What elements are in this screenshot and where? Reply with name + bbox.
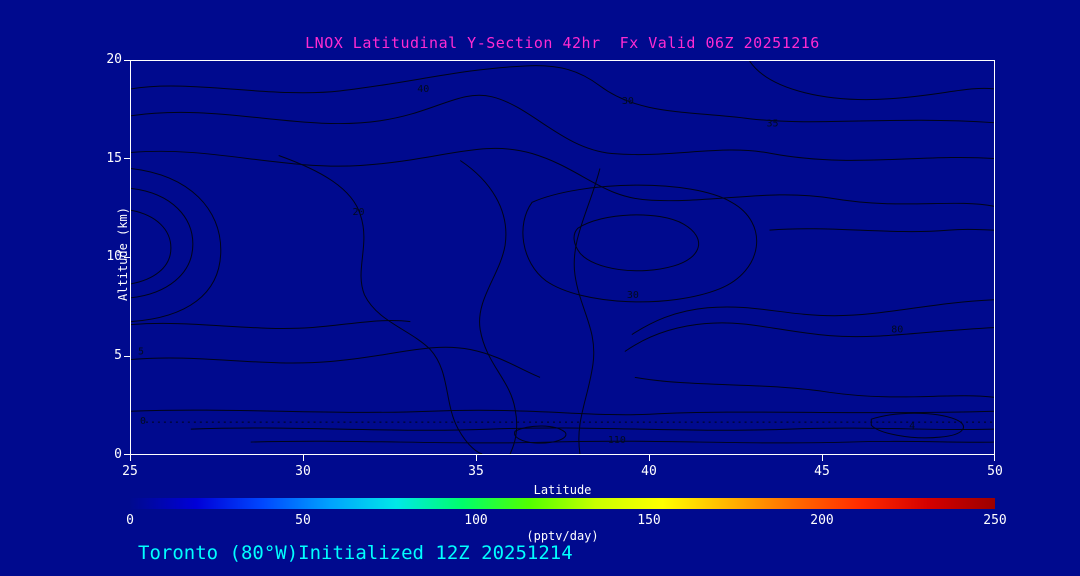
y-tick-label: 0 <box>114 447 122 462</box>
contour-field: 40 30 35 20 30 80 110 4 5 0 <box>131 61 994 454</box>
y-tick-mark <box>124 257 130 258</box>
y-tick-mark <box>124 356 130 357</box>
contour-line <box>190 427 994 431</box>
contour-line <box>769 228 994 233</box>
y-tick-label: 10 <box>106 249 122 264</box>
contour-label: 20 <box>352 207 364 218</box>
y-tick-mark <box>124 158 130 159</box>
contour-line <box>131 209 172 285</box>
x-tick-label: 25 <box>122 464 138 479</box>
x-axis-label: Latitude <box>533 483 592 497</box>
x-tick-label: 45 <box>814 464 830 479</box>
colorbar-tick-label: 150 <box>637 513 661 528</box>
contour-line <box>131 147 994 207</box>
contour-line <box>459 160 518 454</box>
contour-line <box>131 320 411 329</box>
contour-label: 35 <box>767 119 779 130</box>
colorbar-tick-label: 0 <box>126 513 134 528</box>
contour-line <box>631 299 994 336</box>
colorbar-tick-label: 100 <box>464 513 488 528</box>
plot-title: LNOX Latitudinal Y-Section 42hr Fx Valid… <box>305 34 820 52</box>
contour-label: 80 <box>891 325 903 336</box>
contour-label: 30 <box>622 96 634 107</box>
y-tick-label: 5 <box>114 348 122 363</box>
x-tick-label: 30 <box>295 464 311 479</box>
contour-line <box>573 214 700 272</box>
contour-line <box>634 376 994 398</box>
contour-label: 30 <box>627 290 639 301</box>
contour-line <box>131 409 994 416</box>
contour-label: 0 <box>140 416 146 427</box>
contour-line <box>624 322 994 352</box>
colorbar-tick-label: 250 <box>983 513 1007 528</box>
plot-area: 40 30 35 20 30 80 110 4 5 0 <box>130 60 995 455</box>
contour-line <box>278 155 483 454</box>
y-tick-label: 15 <box>106 151 122 166</box>
init-info-text: Toronto (80°W)Initialized 12Z 20251214 <box>138 542 573 564</box>
x-tick-label: 50 <box>987 464 1003 479</box>
contour-line <box>250 440 994 444</box>
contour-line <box>870 412 965 439</box>
x-tick-mark <box>649 455 650 461</box>
contour-label: 5 <box>138 347 144 358</box>
x-tick-label: 40 <box>641 464 657 479</box>
contour-line <box>522 184 758 303</box>
x-tick-mark <box>130 455 131 461</box>
x-tick-mark <box>994 455 995 461</box>
contour-label: 4 <box>909 421 915 432</box>
contour-line <box>131 94 994 161</box>
contour-label: 110 <box>608 435 626 446</box>
contour-line <box>749 61 994 101</box>
contour-line <box>514 425 567 444</box>
y-tick-label: 20 <box>106 52 122 67</box>
x-tick-mark <box>476 455 477 461</box>
colorbar-tick-label: 50 <box>295 513 311 528</box>
y-tick-mark <box>124 60 130 61</box>
contour-line <box>573 168 601 454</box>
x-tick-mark <box>303 455 304 461</box>
contour-line <box>131 187 194 299</box>
colorbar-units-label: (pptv/day) <box>526 529 599 543</box>
contour-line <box>131 65 994 124</box>
contour-line <box>131 346 541 378</box>
contour-label: 40 <box>417 84 429 95</box>
x-tick-label: 35 <box>468 464 484 479</box>
y-tick-mark <box>124 454 130 455</box>
contour-line <box>131 167 222 323</box>
colorbar-tick-label: 200 <box>810 513 834 528</box>
colorbar-gradient <box>130 498 995 509</box>
x-tick-mark <box>822 455 823 461</box>
